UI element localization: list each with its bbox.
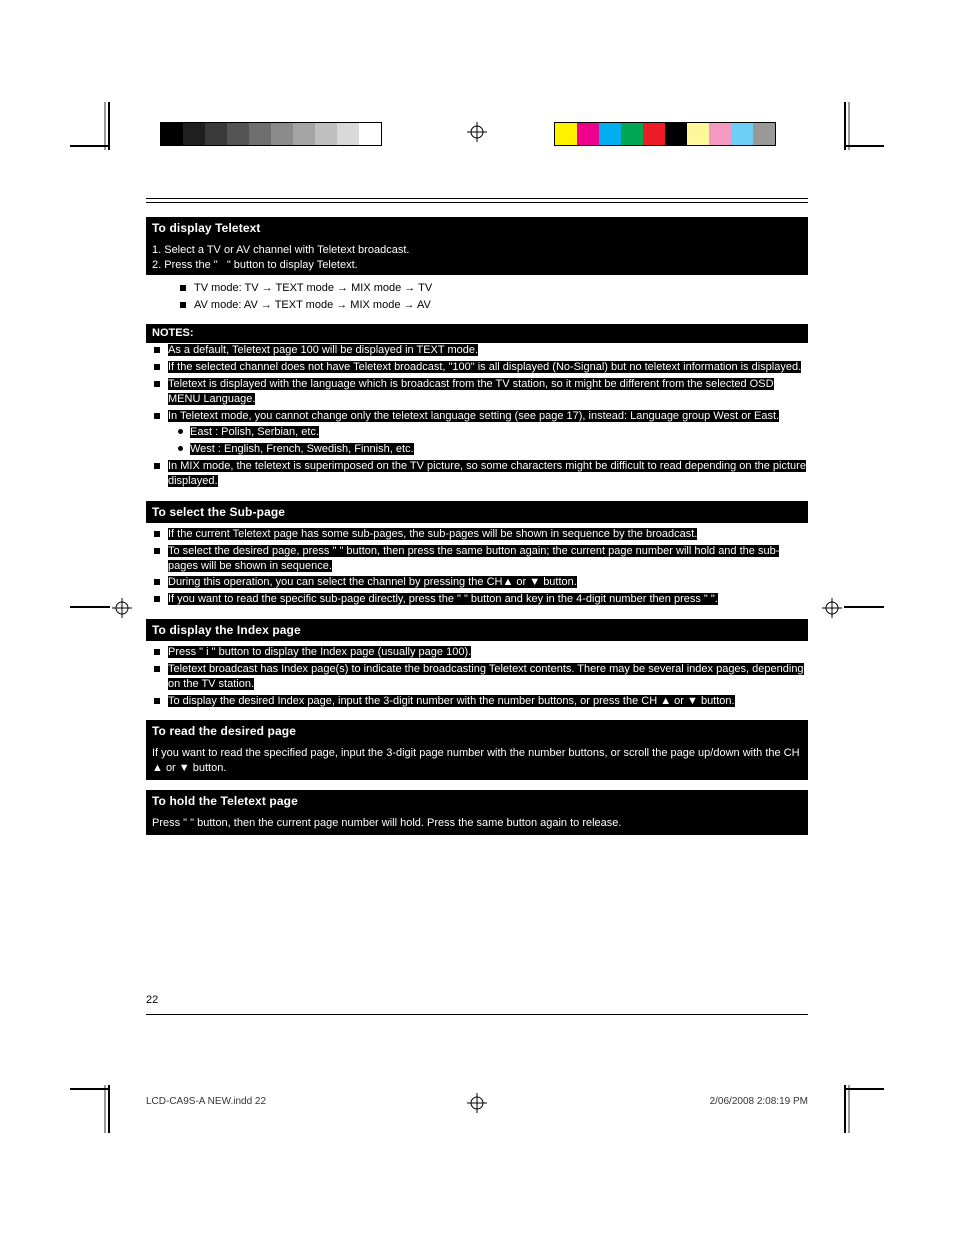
teletext-intro: 1. Select a TV or AV channel with Telete… [146,239,808,275]
section-heading-index: To display the Index page [146,619,808,641]
timestamp-label: 2/06/2008 2:08:19 PM [710,1096,808,1107]
crop-mark [844,102,846,150]
crop-mark [70,606,110,608]
crop-mark [70,1088,110,1090]
crop-mark [108,1085,110,1133]
note-item: In Teletext mode, you cannot change only… [168,410,779,422]
index-item: Teletext broadcast has Index page(s) to … [168,663,804,690]
crop-mark [844,606,884,608]
crop-mark [108,102,110,150]
note-item: As a default, Teletext page 100 will be … [168,344,478,356]
bottom-rule [146,1014,808,1015]
registration-mark-icon [822,598,842,618]
section-heading-subpage: To select the Sub-page [146,501,808,523]
mode-line: TV mode: TV → TEXT mode → MIX mode → TV [172,281,808,298]
registration-mark-icon [112,598,132,618]
subpage-item: If the current Teletext page has some su… [168,528,697,540]
manual-page: To display Teletext 1. Select a TV or AV… [146,198,808,1015]
teletext-notes-block: NOTES: As a default, Teletext page 100 w… [146,324,808,490]
hold-body: Press " " button, then the current page … [146,812,808,835]
section-heading-hold: To hold the Teletext page [146,790,808,812]
crop-mark [104,1085,106,1133]
sub-note-item: East : Polish, Serbian, etc. [190,426,319,438]
subpage-item: During this operation, you can select th… [168,576,577,588]
section-heading-read: To read the desired page [146,720,808,742]
crop-mark [848,102,850,150]
mode-line: AV mode: AV → TEXT mode → MIX mode → AV [172,298,808,315]
crop-mark [70,145,110,147]
sub-note-item: West : English, French, Swedish, Finnish… [190,443,414,455]
read-body: If you want to read the specified page, … [146,742,808,780]
subpage-body: If the current Teletext page has some su… [146,523,808,609]
crop-mark [844,145,884,147]
note-item: If the selected channel does not have Te… [168,361,801,373]
top-double-rule [146,198,808,203]
index-item: To display the desired Index page, input… [168,695,735,707]
subpage-item: If you want to read the specific sub-pag… [168,593,718,605]
registration-mark-icon [467,122,487,142]
teletext-mode-sequence: TV mode: TV → TEXT mode → MIX mode → TV … [146,275,808,325]
note-item: In MIX mode, the teletext is superimpose… [168,460,806,487]
source-file-label: LCD-CA9S-A NEW.indd 22 [146,1096,266,1107]
crop-mark [844,1085,846,1133]
index-item: Press " i " button to display the Index … [168,646,471,658]
subpage-item: To select the desired page, press " " bu… [168,545,779,572]
greyscale-swatch-bar [160,122,382,146]
notes-label: NOTES: [146,324,808,343]
crop-mark [844,1088,884,1090]
crop-mark [848,1085,850,1133]
page-number: 22 [146,994,808,1006]
index-body: Press " i " button to display the Index … [146,641,808,710]
color-swatch-bar [554,122,776,146]
note-item: Teletext is displayed with the language … [168,378,774,405]
sheet: To display Teletext 1. Select a TV or AV… [0,0,954,1235]
section-heading-teletext: To display Teletext [146,217,808,239]
prepress-footer: LCD-CA9S-A NEW.indd 22 2/06/2008 2:08:19… [146,1096,808,1107]
crop-mark [104,102,106,150]
